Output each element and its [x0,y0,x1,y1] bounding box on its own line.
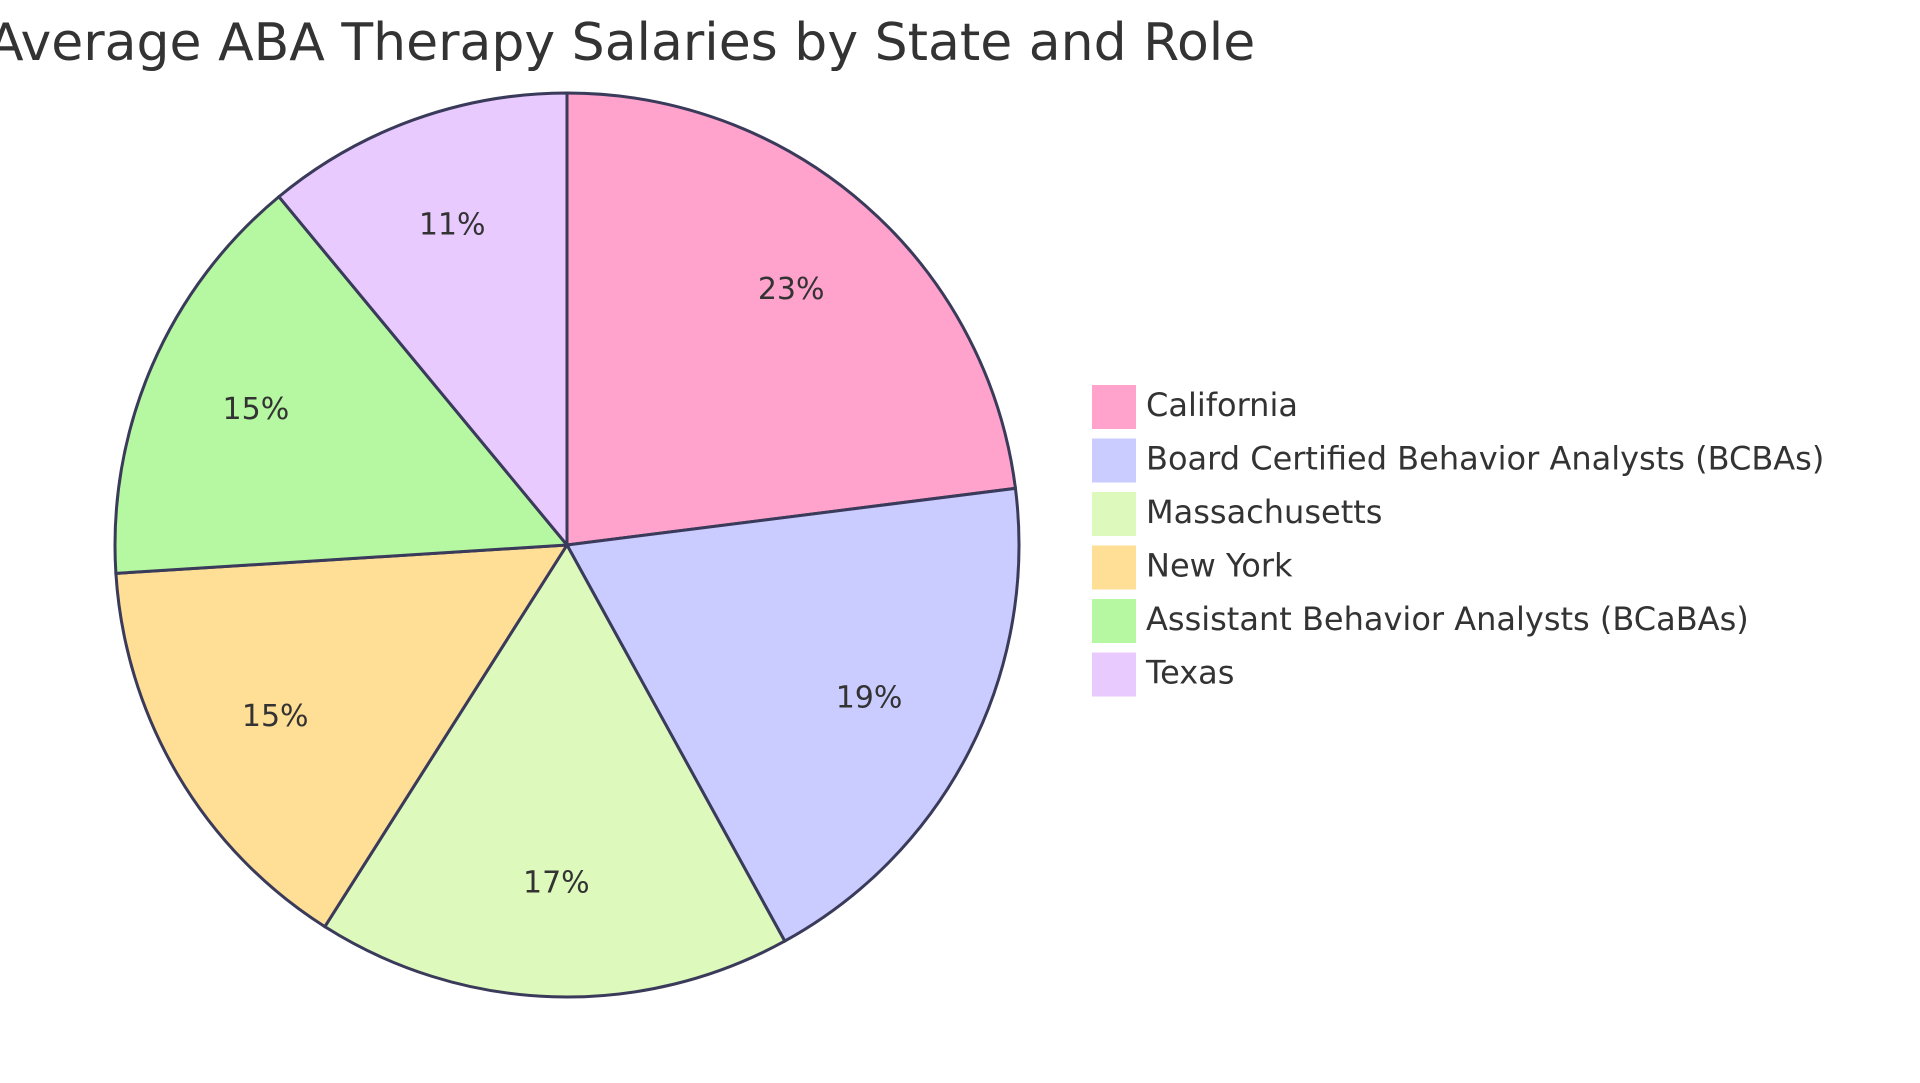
slice-percent-label: 23% [758,272,825,307]
pie-slices [113,91,1021,999]
pie-slice-california [565,91,1018,547]
legend-swatch [1092,599,1136,643]
legend-swatch [1092,492,1136,536]
legend: California Board Certified Behavior Analy… [1092,385,1824,697]
legend-swatch [1092,438,1136,483]
legend-label: California [1146,386,1298,424]
slice-percent-label: 17% [523,865,590,900]
slice-percent-label: 15% [223,392,290,427]
legend-swatch [1092,652,1136,697]
pie-slice-labels: 23% 19% 17% 15% 15% 11% [223,208,903,901]
slice-percent-label: 19% [836,680,903,715]
chart-title: Average ABA Therapy Salaries by State an… [0,13,1255,73]
pie-slice-new-york [114,543,570,929]
legend-label: Massachusetts [1146,493,1382,531]
slice-percent-label: 15% [242,699,309,734]
legend-swatch [1092,545,1136,590]
legend-label: Board Certified Behavior Analysts (BCBAs… [1146,440,1824,478]
slice-percent-label: 11% [419,208,486,243]
legend-label: Texas [1145,654,1234,692]
pie-slice-massachusetts [322,542,787,999]
legend-label: New York [1146,547,1293,585]
pie-slice-assistant-behavior-analysts-bcabas [113,194,571,575]
pie-slice-board-certified-behavior-analysts-bcbas [564,486,1021,944]
legend-label: Assistant Behavior Analysts (BCaBAs) [1146,600,1749,638]
legend-swatch [1092,385,1136,429]
pie-slice-texas [276,91,569,550]
